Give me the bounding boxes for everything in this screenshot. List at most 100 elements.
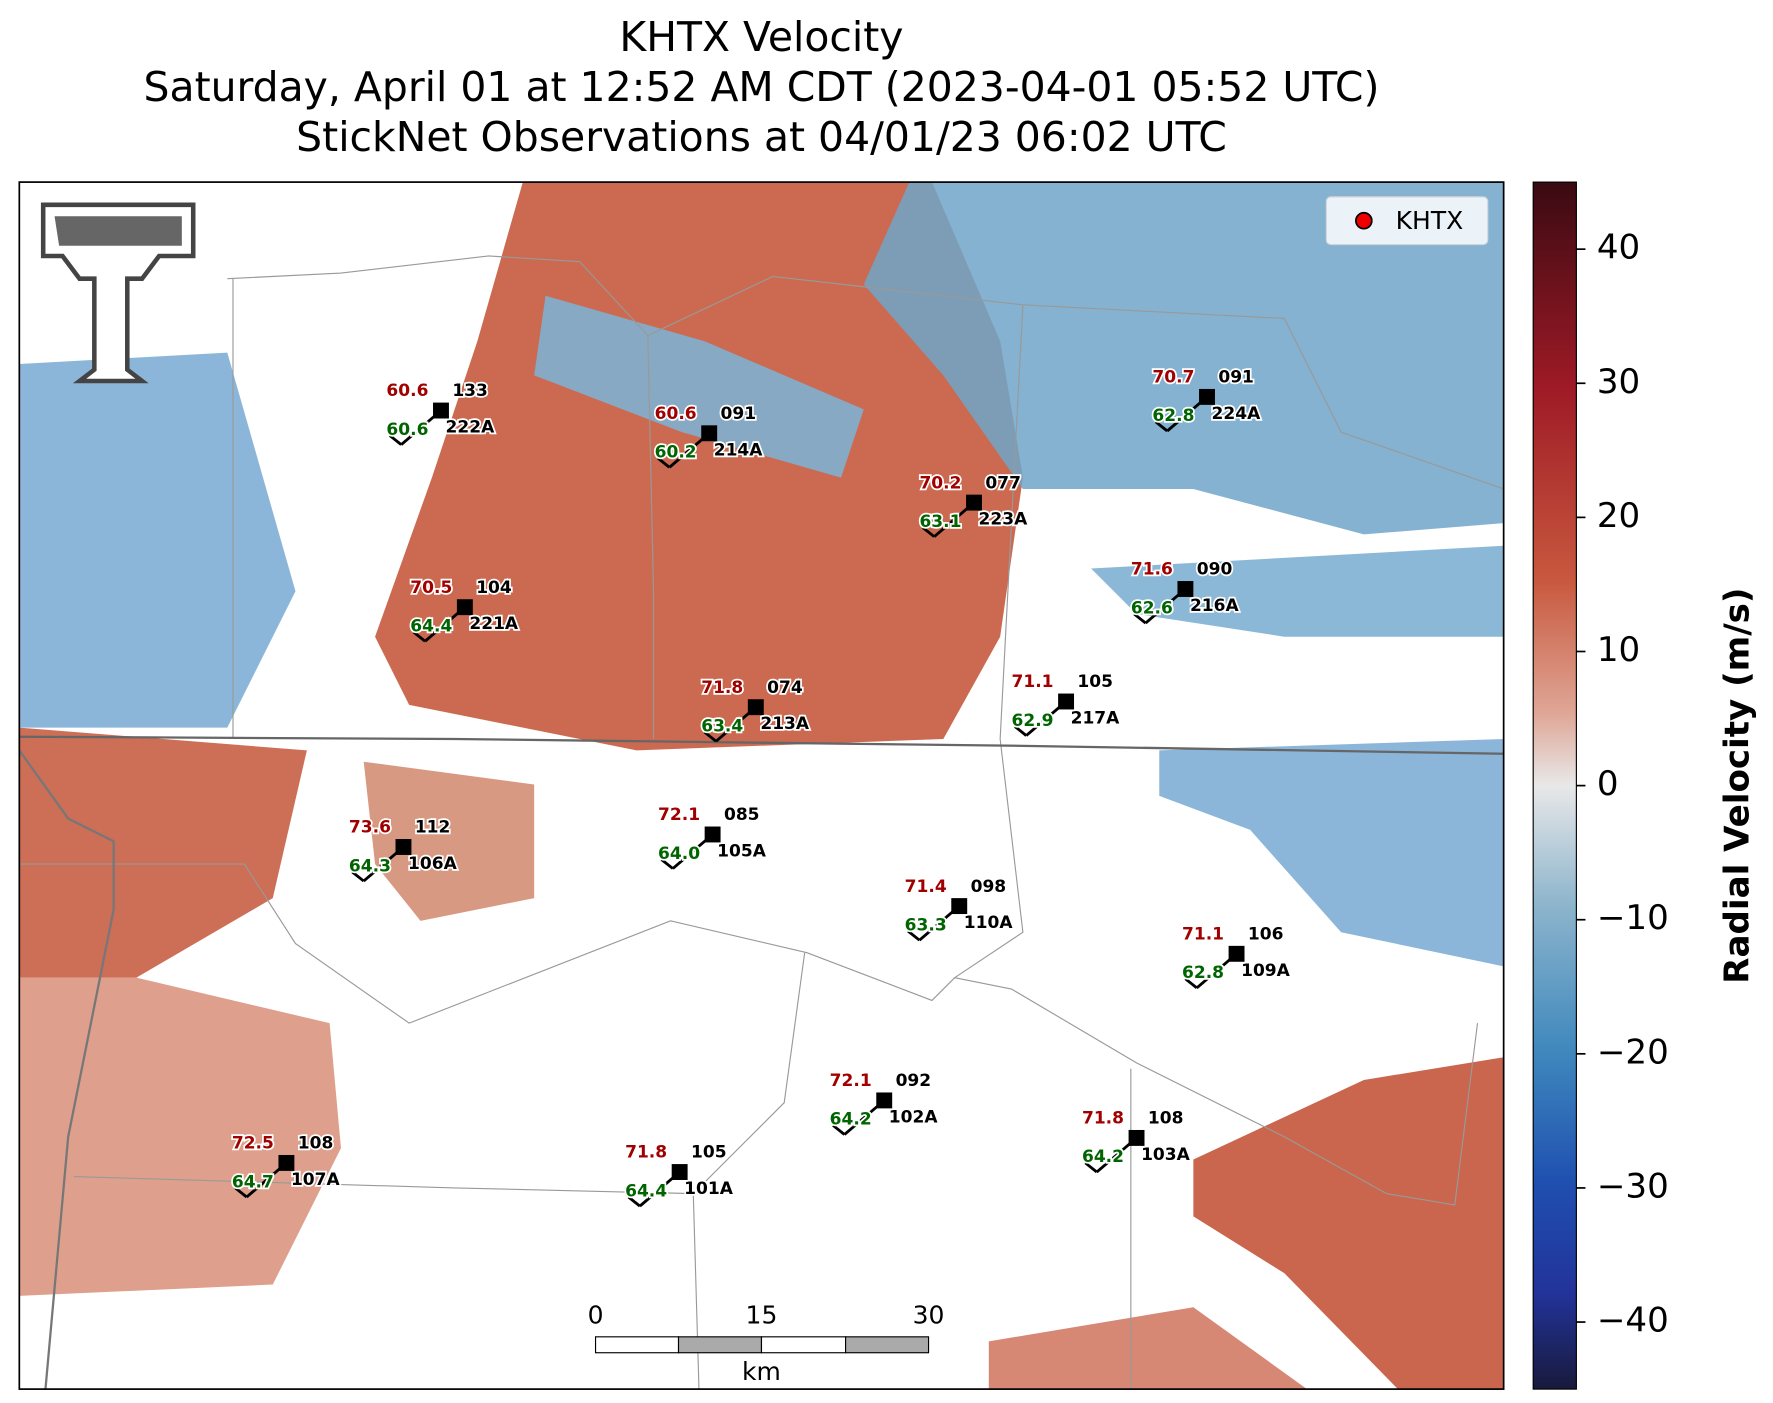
station-id: 216A: [1190, 596, 1240, 616]
wind-barb: [1084, 1161, 1098, 1174]
temperature: 71.8: [1082, 1109, 1124, 1129]
colorbar-label: Radial Velocity (m/s): [1717, 587, 1757, 983]
wind-barb: [1133, 612, 1147, 625]
colorbar-tick-label: 40: [1597, 228, 1640, 268]
station-id: 109A: [1241, 961, 1291, 981]
station-id: 213A: [760, 714, 810, 734]
station-plot: 71.4 098 63.3 110A: [903, 875, 1015, 942]
wind-barb: [660, 858, 674, 870]
pressure-code: 105: [1077, 672, 1113, 692]
station-marker: [671, 1164, 688, 1180]
colorbar-tick-label: −30: [1597, 1166, 1669, 1206]
dewpoint: 63.3: [905, 915, 947, 935]
pressure-code: 112: [415, 818, 451, 838]
temperature: 71.4: [905, 877, 947, 897]
wind-barb: [921, 526, 936, 538]
temperature: 71.8: [625, 1143, 667, 1163]
dewpoint: 62.6: [1131, 598, 1173, 618]
station-marker: [1058, 693, 1075, 710]
radar-layer: [19, 182, 1504, 1390]
colorbar-tick-label: −10: [1597, 898, 1669, 938]
pressure-code: 091: [721, 404, 757, 424]
pressure-code: 133: [452, 381, 488, 401]
scale-bar: 0 15 30 km: [588, 1300, 945, 1386]
dewpoint: 64.2: [830, 1110, 872, 1130]
scale-label: 0: [588, 1300, 604, 1329]
station-marker: [951, 898, 968, 915]
scale-unit: km: [742, 1357, 781, 1386]
station-id: 222A: [446, 418, 496, 438]
station-plot: 71.8 108 64.2 103A: [1080, 1107, 1192, 1174]
temperature: 71.6: [1131, 560, 1173, 580]
dewpoint: 63.4: [701, 717, 743, 737]
colorbar-tick-label: 10: [1597, 630, 1640, 670]
station-id: 223A: [979, 510, 1029, 530]
station-marker: [876, 1092, 893, 1109]
temperature: 71.1: [1012, 672, 1054, 692]
pressure-code: 085: [724, 805, 760, 825]
temperature: 72.1: [658, 805, 700, 825]
colorbar: [1532, 181, 1577, 1390]
wind-barb: [1154, 420, 1169, 433]
wind-barb: [1014, 725, 1028, 737]
dewpoint: 60.6: [386, 420, 428, 440]
pressure-code: 091: [1218, 368, 1254, 388]
wind-barb: [412, 631, 426, 643]
title: Saturday, April 01 at 12:52 AM CDT (2023…: [144, 63, 1380, 111]
pressure-code: 092: [896, 1071, 932, 1091]
station-plot: 60.6 133 60.6 222A: [385, 380, 497, 446]
temperature: 71.1: [1182, 924, 1224, 944]
station-marker: [395, 839, 412, 855]
station-plot: 71.1 105 62.9 217A: [1010, 670, 1122, 737]
station-marker: [433, 402, 449, 419]
dewpoint: 62.9: [1012, 711, 1054, 731]
station-marker: [1199, 388, 1215, 405]
logo: [40, 202, 196, 384]
colorbar-tick-label: 0: [1597, 764, 1619, 804]
dewpoint: 64.3: [349, 856, 391, 876]
colorbar-tick-label: −40: [1597, 1301, 1669, 1341]
station-marker: [1177, 581, 1194, 597]
colorbar-tick-label: 20: [1597, 496, 1640, 536]
wind-barb: [627, 1195, 641, 1208]
pressure-code: 090: [1197, 560, 1233, 580]
pressure-code: 108: [1148, 1109, 1184, 1129]
station-id: 221A: [469, 614, 519, 634]
dewpoint: 63.1: [919, 512, 961, 532]
pressure-code: 098: [971, 877, 1007, 897]
station-id: 105A: [717, 842, 767, 862]
station-id: 107A: [291, 1170, 341, 1190]
station-marker: [456, 599, 473, 616]
station-plot: 71.6 090 62.6 216A: [1129, 558, 1241, 625]
station-plot: 70.2 077 63.1 223A: [918, 472, 1030, 538]
pressure-code: 104: [476, 578, 512, 598]
station-marker: [1228, 945, 1245, 962]
dewpoint: 64.2: [1082, 1147, 1124, 1167]
temperature: 71.8: [701, 678, 743, 698]
station-marker: [704, 826, 721, 843]
temperature: 70.7: [1152, 368, 1194, 388]
station-marker: [747, 699, 764, 716]
station-marker: [1128, 1129, 1145, 1146]
temperature: 72.5: [232, 1134, 274, 1154]
legend: KHTX: [1325, 196, 1489, 246]
colorbar-tick-label: 30: [1597, 362, 1640, 402]
wind-barb: [388, 434, 403, 446]
title: KHTX Velocity: [619, 13, 903, 61]
wind-barb: [907, 929, 921, 942]
dewpoint: 64.7: [232, 1172, 274, 1192]
temperature: 60.6: [386, 381, 428, 401]
station-plot: 70.7 091 62.8 224A: [1151, 366, 1263, 433]
dewpoint: 64.4: [625, 1181, 667, 1201]
pressure-code: 108: [298, 1134, 334, 1154]
temperature: 70.2: [919, 473, 961, 493]
pressure-code: 077: [985, 473, 1021, 493]
station-id: 101A: [684, 1179, 734, 1199]
title: StickNet Observations at 04/01/23 06:02 …: [296, 113, 1227, 161]
wind-barb: [351, 870, 365, 883]
station-plot: 70.5 104 64.4 221A: [409, 576, 521, 643]
temperature: 60.6: [655, 404, 697, 424]
legend-label: KHTX: [1396, 206, 1464, 235]
dewpoint: 64.4: [410, 616, 452, 636]
